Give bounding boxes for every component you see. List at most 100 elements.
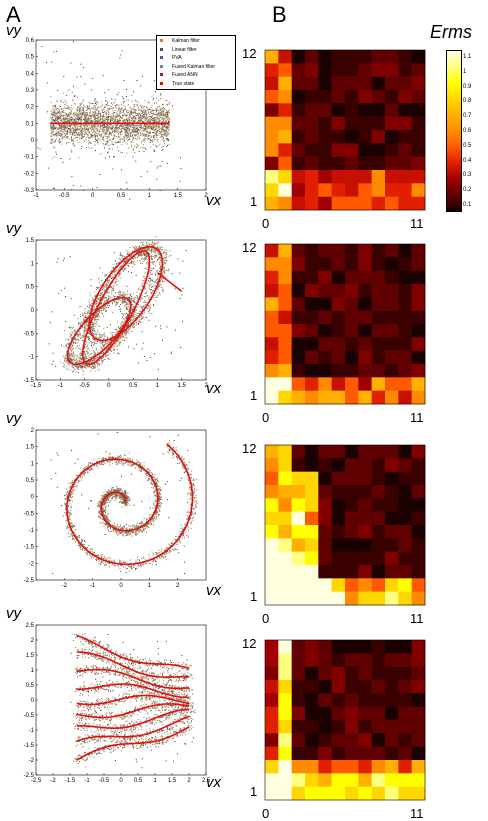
scatter-point [66,131,67,132]
scatter-point [86,326,87,327]
scatter-point [89,333,90,334]
scatter-point [154,139,155,140]
scatter-point [159,271,160,272]
scatter-point [83,100,84,101]
scatter-point [113,290,114,291]
scatter-point [59,141,60,142]
vy-axis-label: vy [6,220,21,237]
scatter-point [54,114,55,115]
scatter-point [63,129,64,130]
scatter-point [118,116,119,117]
scatter-point [103,116,104,117]
scatter-point [130,129,131,130]
scatter-point [141,315,142,316]
scatter-point [114,119,115,120]
scatter-point [121,144,122,145]
scatter-point [140,114,141,115]
scatter-point [112,273,113,274]
scatter-point [66,115,67,116]
scatter-point [85,315,86,316]
scatter-point [94,127,95,128]
scatter-point [141,135,142,136]
scatter-point [54,135,55,136]
scatter-point [151,137,152,138]
scatter-point [124,110,125,111]
scatter-point [81,104,82,105]
scatter-point [57,90,58,91]
scatter-point [140,254,141,255]
scatter-point [146,150,147,151]
scatter-point [104,147,105,148]
scatter-point [119,105,120,106]
scatter-point [151,287,152,288]
scatter-point [124,80,125,81]
scatter-point [155,145,156,146]
scatter-point [126,118,127,119]
scatter-point [98,102,99,103]
scatter-point [91,89,92,90]
scatter-point [95,141,96,142]
scatter-point [158,118,159,119]
scatter-point [88,333,89,334]
scatter-point [79,132,80,133]
scatter-point [153,132,154,133]
scatter-point [111,141,112,142]
scatter-point [147,131,148,132]
scatter-point [63,116,64,117]
scatter-point [127,126,128,127]
scatter-point [120,116,121,117]
scatter-point [76,109,77,110]
scatter-point [79,365,80,366]
scatter-point [77,135,78,136]
scatter-point [167,105,168,106]
scatter-point [86,110,87,111]
scatter-point [125,268,126,269]
scatter-point [102,362,103,363]
scatter-point [101,280,102,281]
scatter-point [76,120,77,121]
y-tick-label: 0.1 [26,121,35,127]
scatter-point [57,112,58,113]
scatter-point [132,251,133,252]
scatter-point [107,280,108,281]
scatter-point [59,113,60,114]
scatter-point [81,355,82,356]
scatter-point [147,243,148,244]
scatter-point [54,106,55,107]
scatter-point [96,349,97,350]
scatter-point [124,113,125,114]
scatter-point [160,128,161,129]
scatter-point [103,109,104,110]
scatter-point [79,124,80,125]
scatter-point [132,308,133,309]
scatter-point [152,249,153,250]
scatter-point [157,114,158,115]
scatter-point [146,302,147,303]
scatter-point [90,350,91,351]
scatter-point [154,114,155,115]
scatter-point [95,122,96,123]
scatter-point [144,114,145,115]
scatter-point [64,346,65,347]
scatter-point [131,331,132,332]
scatter-point [75,117,76,118]
scatter-point [131,118,132,119]
scatter-point [124,101,125,102]
scatter-point [166,118,167,119]
scatter-point [60,141,61,142]
scatter-point [122,108,123,109]
scatter-point [126,135,127,136]
scatter-point [93,327,94,328]
scatter-point [86,137,87,138]
scatter-point [84,357,85,358]
scatter-point [84,121,85,122]
scatter-point [143,259,144,260]
scatter-point [153,144,154,145]
scatter-point [51,143,52,144]
scatter-point [97,330,98,331]
scatter-point [91,331,92,332]
scatter-point [141,258,142,259]
scatter-point [130,127,131,128]
scatter-point [166,112,167,113]
scatter-point [73,141,74,142]
